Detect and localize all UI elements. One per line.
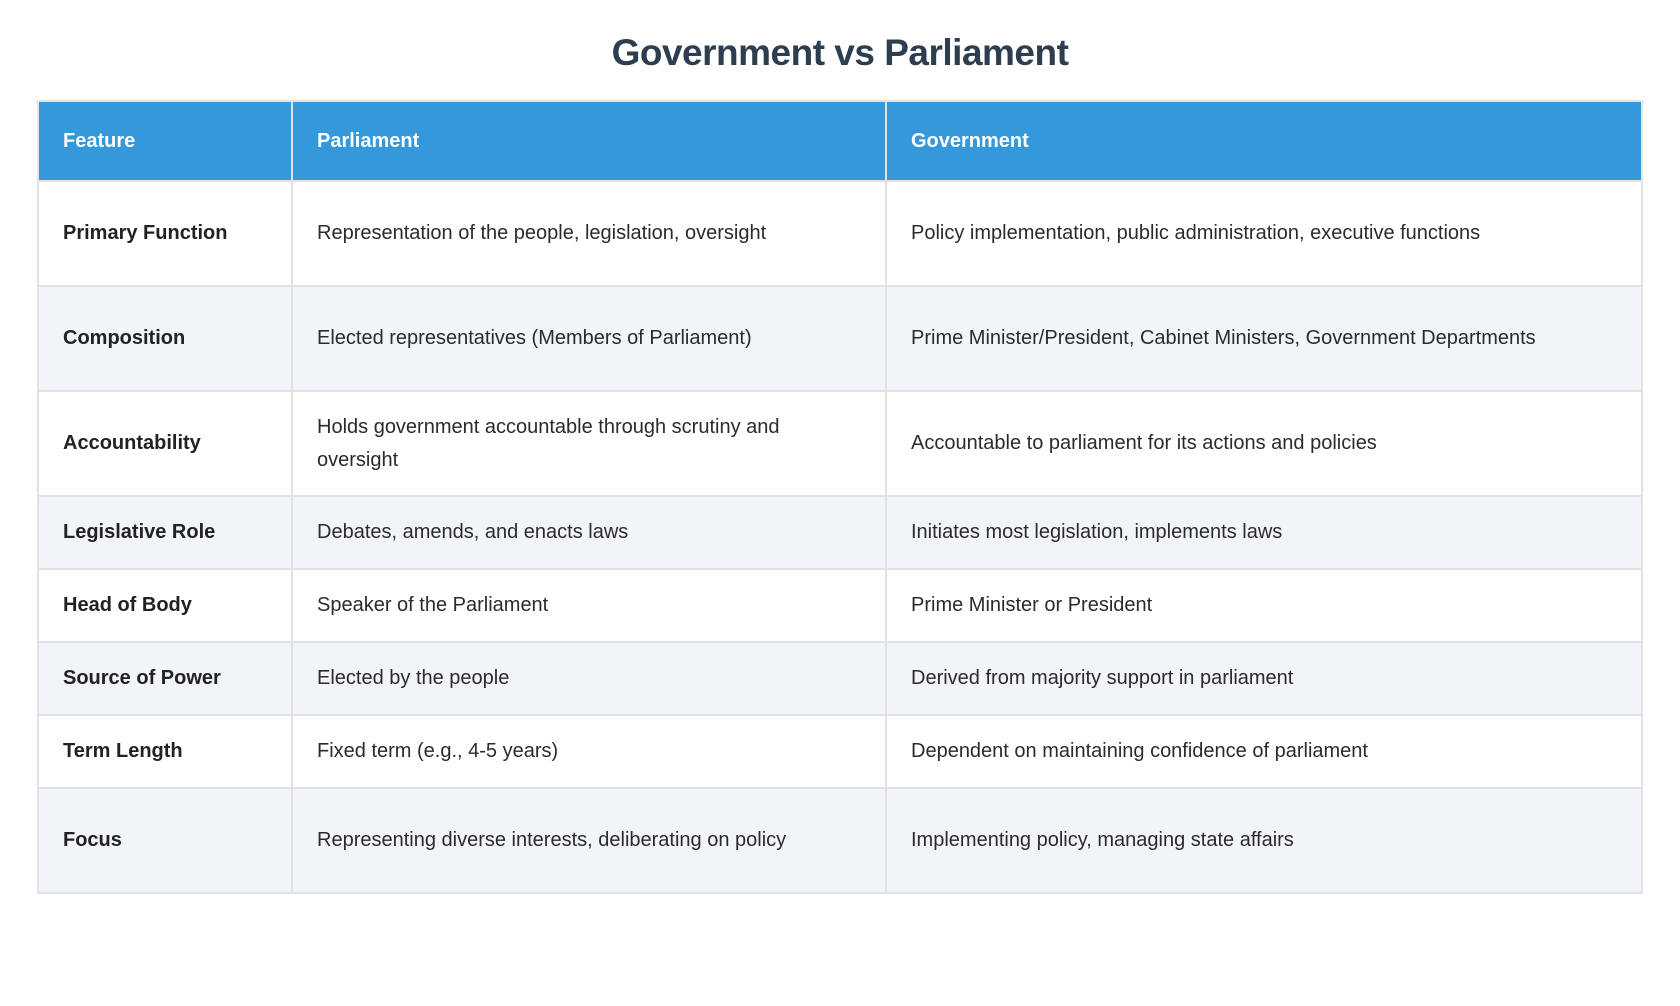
parliament-cell: Speaker of the Parliament — [291, 568, 887, 643]
feature-cell: Legislative Role — [37, 495, 293, 570]
parliament-cell: Representing diverse interests, delibera… — [291, 787, 887, 894]
column-header-feature: Feature — [37, 100, 293, 182]
government-cell: Initiates most legislation, implements l… — [885, 495, 1643, 570]
government-cell: Accountable to parliament for its action… — [885, 390, 1643, 497]
government-cell: Policy implementation, public administra… — [885, 180, 1643, 287]
government-cell: Prime Minister or President — [885, 568, 1643, 643]
feature-cell: Primary Function — [37, 180, 293, 287]
government-cell: Implementing policy, managing state affa… — [885, 787, 1643, 894]
feature-cell: Term Length — [37, 714, 293, 789]
comparison-table: Feature Parliament Government Primary Fu… — [37, 100, 1643, 894]
table-row-accountability: Accountability Holds government accounta… — [37, 390, 1643, 497]
parliament-cell: Fixed term (e.g., 4-5 years) — [291, 714, 887, 789]
feature-cell: Head of Body — [37, 568, 293, 643]
table-row-primary-function: Primary Function Representation of the p… — [37, 180, 1643, 287]
table-body: Primary Function Representation of the p… — [37, 180, 1643, 894]
table-row-composition: Composition Elected representatives (Mem… — [37, 285, 1643, 392]
feature-cell: Source of Power — [37, 641, 293, 716]
parliament-cell: Elected by the people — [291, 641, 887, 716]
government-cell: Derived from majority support in parliam… — [885, 641, 1643, 716]
parliament-cell: Debates, amends, and enacts laws — [291, 495, 887, 570]
parliament-cell: Holds government accountable through scr… — [291, 390, 887, 497]
column-header-parliament: Parliament — [291, 100, 887, 182]
feature-cell: Focus — [37, 787, 293, 894]
header-row: Feature Parliament Government — [37, 100, 1643, 182]
table-row-term-length: Term Length Fixed term (e.g., 4-5 years)… — [37, 714, 1643, 789]
table-row-head-of-body: Head of Body Speaker of the Parliament P… — [37, 568, 1643, 643]
government-cell: Prime Minister/President, Cabinet Minist… — [885, 285, 1643, 392]
parliament-cell: Representation of the people, legislatio… — [291, 180, 887, 287]
table-row-source-of-power: Source of Power Elected by the people De… — [37, 641, 1643, 716]
page-title: Government vs Parliament — [611, 32, 1069, 73]
column-header-government: Government — [885, 100, 1643, 182]
parliament-cell: Elected representatives (Members of Parl… — [291, 285, 887, 392]
table-row-focus: Focus Representing diverse interests, de… — [37, 787, 1643, 894]
table-header: Feature Parliament Government — [37, 100, 1643, 182]
feature-cell: Composition — [37, 285, 293, 392]
feature-cell: Accountability — [37, 390, 293, 497]
table-row-legislative-role: Legislative Role Debates, amends, and en… — [37, 495, 1643, 570]
government-cell: Dependent on maintaining confidence of p… — [885, 714, 1643, 789]
